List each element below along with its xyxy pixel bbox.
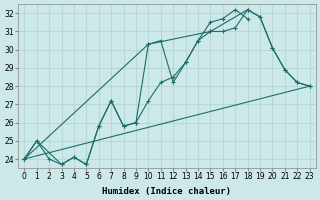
X-axis label: Humidex (Indice chaleur): Humidex (Indice chaleur) <box>102 187 231 196</box>
